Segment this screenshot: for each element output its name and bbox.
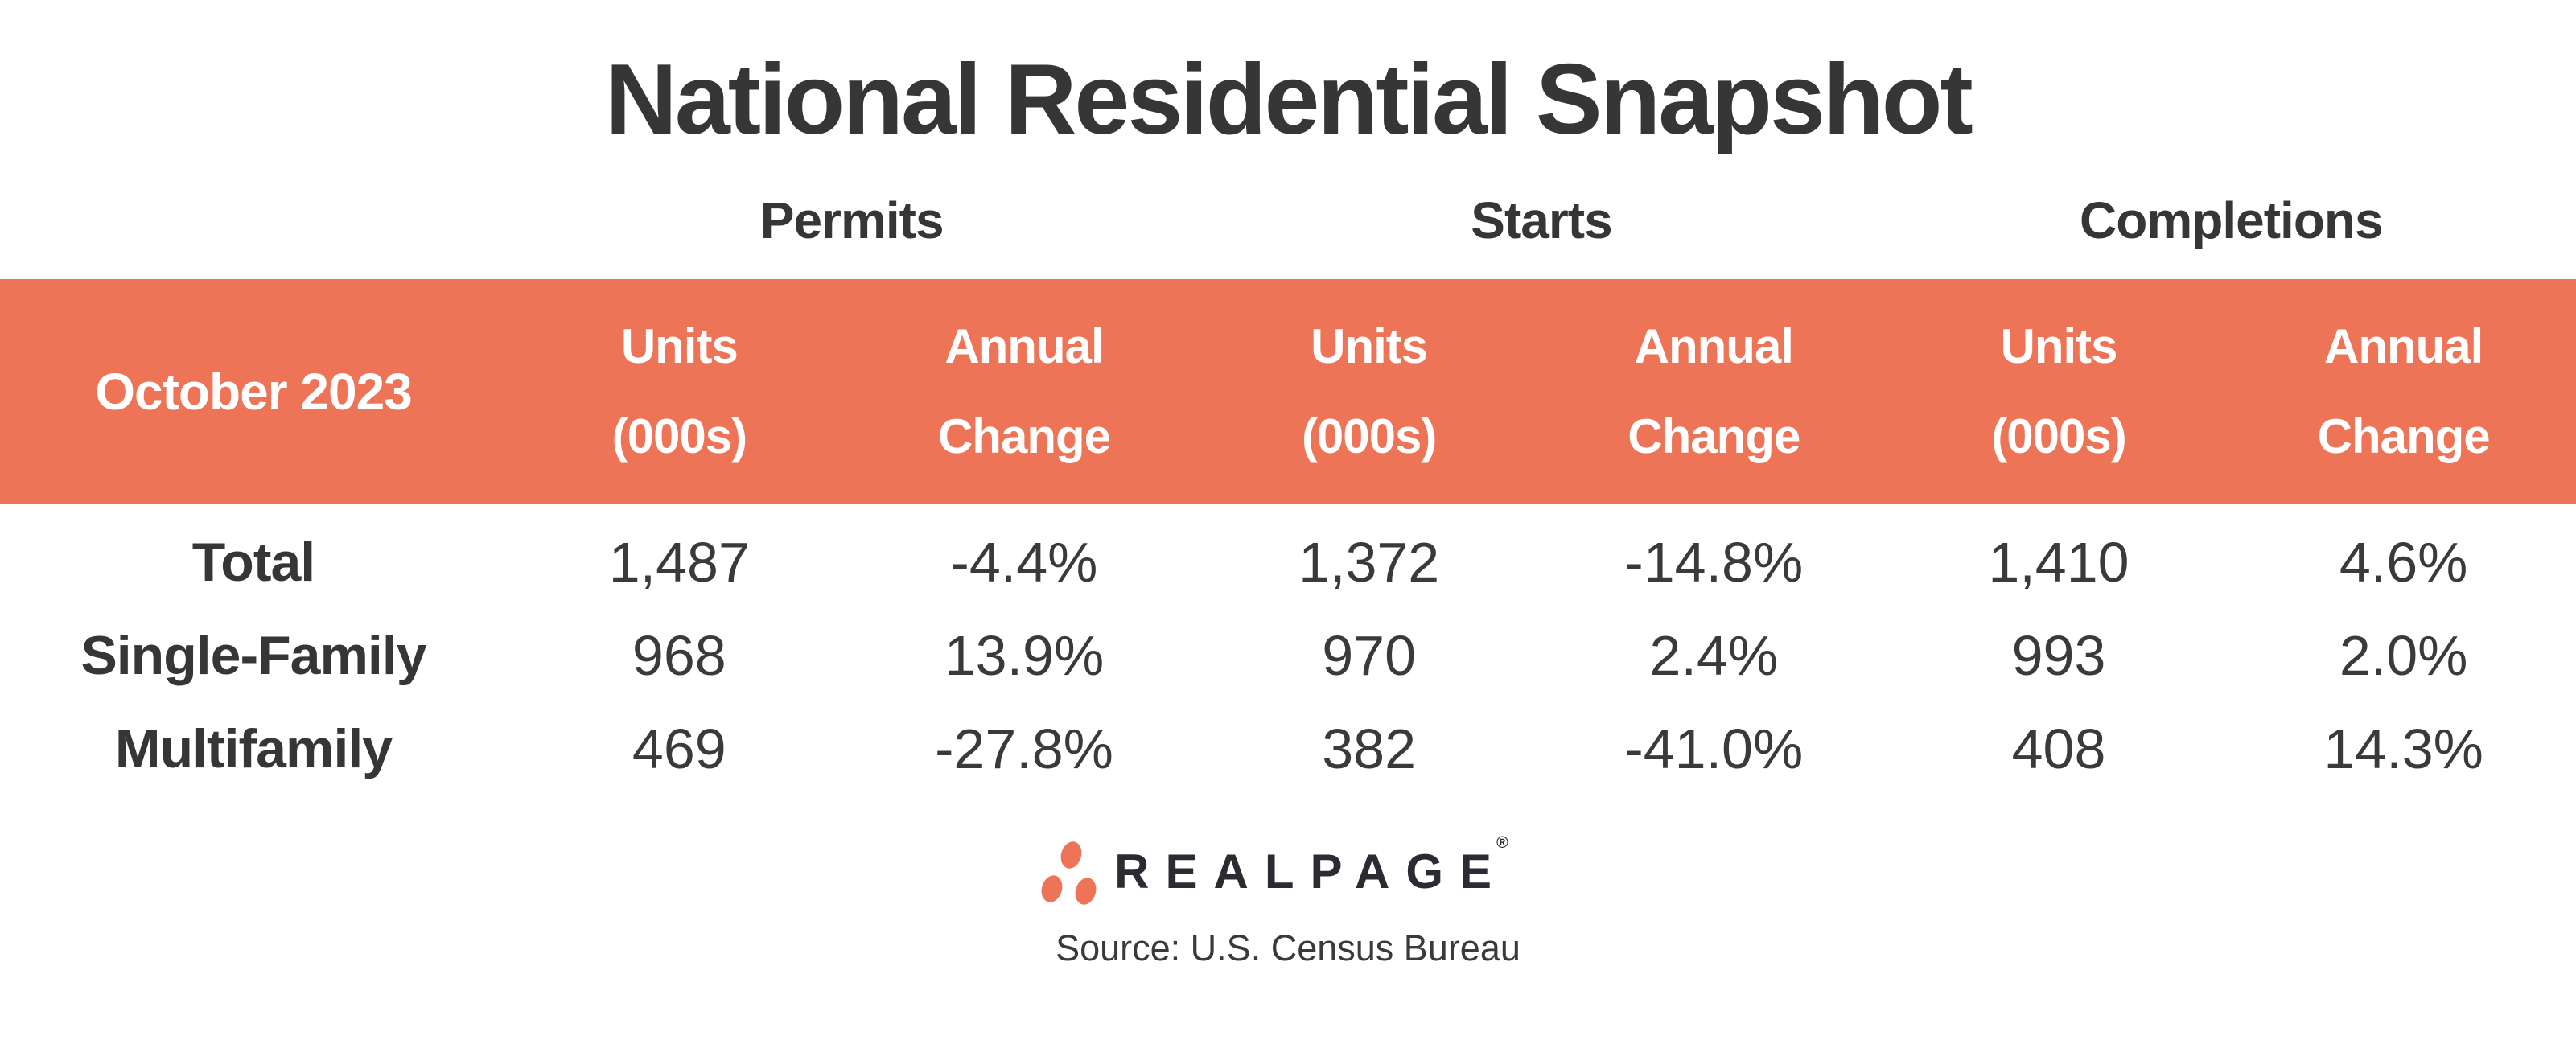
table-row-multifamily: Multifamily 469 -27.8% 382 -41.0% 408 14…	[0, 702, 2576, 795]
change-header-line2: Change	[937, 409, 1111, 463]
permits-units-value: 968	[632, 623, 726, 687]
completions-units-header: Units (000s)	[1887, 302, 2232, 482]
realpage-logo: REALPAGE®	[0, 835, 2576, 907]
completions-change-value: 2.0%	[2339, 623, 2468, 687]
brand-name: REALPAGE	[1114, 844, 1508, 898]
units-header-line1: Units	[620, 319, 739, 373]
source-attribution: Source: U.S. Census Bureau	[1056, 927, 1520, 968]
change-header-line1: Annual	[1634, 319, 1794, 373]
table-row-total: Total 1,487 -4.4% 1,372 -14.8% 1,410 4.6…	[0, 516, 2576, 609]
completions-units-value: 408	[2011, 717, 2106, 780]
starts-change-value: -41.0%	[1624, 717, 1804, 780]
starts-units-value: 970	[1322, 623, 1417, 687]
permits-change-value: 13.9%	[944, 623, 1105, 687]
starts-units-header: Units (000s)	[1196, 302, 1541, 482]
page-title: National Residential Snapshot	[605, 44, 1973, 155]
change-header-line1: Annual	[944, 319, 1104, 373]
permits-change-value: -4.4%	[950, 530, 1098, 594]
completions-change-value: 14.3%	[2323, 717, 2483, 780]
row-label: Multifamily	[114, 717, 393, 779]
section-header-starts: Starts	[1471, 191, 1612, 249]
completions-change-value: 4.6%	[2339, 530, 2468, 594]
starts-change-header: Annual Change	[1541, 302, 1887, 482]
starts-units-value: 382	[1322, 717, 1417, 780]
units-header-line1: Units	[2000, 319, 2117, 373]
realpage-dots-icon	[1038, 839, 1100, 907]
units-header-line1: Units	[1311, 319, 1428, 373]
permits-change-value: -27.8%	[935, 717, 1113, 780]
starts-units-value: 1,372	[1298, 530, 1440, 594]
units-header-line2: (000s)	[1991, 409, 2126, 463]
table-header-band: October 2023 Units (000s) Annual Change …	[0, 278, 2576, 504]
units-header-line2: (000s)	[1301, 409, 1437, 463]
permits-units-value: 1,487	[608, 530, 750, 594]
logo-dot	[1057, 839, 1085, 871]
permits-units-value: 469	[632, 717, 726, 780]
completions-units-value: 1,410	[1988, 530, 2130, 594]
row-label: Single-Family	[80, 624, 426, 686]
table-row-single-family: Single-Family 968 13.9% 970 2.4% 993 2.0…	[0, 609, 2576, 702]
change-header-line2: Change	[2317, 409, 2491, 463]
permits-units-header: Units (000s)	[507, 302, 852, 482]
row-label: Total	[191, 531, 315, 593]
table-body: Total 1,487 -4.4% 1,372 -14.8% 1,410 4.6…	[0, 504, 2576, 795]
units-header-line2: (000s)	[611, 409, 747, 463]
change-header-line2: Change	[1627, 409, 1800, 463]
section-header-permits: Permits	[759, 191, 944, 249]
section-header-row: Permits Starts Completions	[0, 184, 2576, 257]
logo-dot	[1072, 875, 1100, 907]
logo-dot	[1038, 873, 1066, 905]
section-header-completions: Completions	[2080, 191, 2384, 249]
completions-change-header: Annual Change	[2231, 302, 2576, 482]
starts-change-value: 2.4%	[1649, 623, 1779, 687]
registered-trademark-symbol: ®	[1496, 833, 1525, 852]
permits-change-header: Annual Change	[852, 302, 1197, 482]
brand-wordmark: REALPAGE®	[1114, 835, 1536, 898]
completions-units-value: 993	[2011, 623, 2106, 687]
change-header-line1: Annual	[2323, 319, 2483, 373]
period-label: October 2023	[95, 362, 413, 421]
starts-change-value: -14.8%	[1624, 530, 1804, 594]
